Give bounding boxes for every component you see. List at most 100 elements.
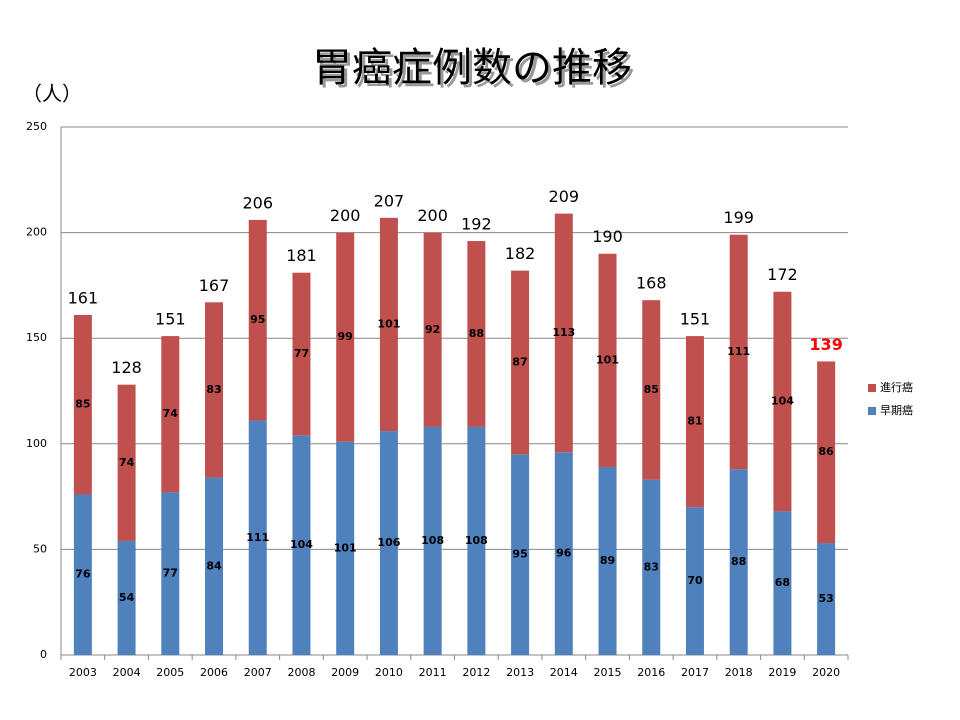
total-label: 161 [68, 288, 99, 307]
total-label: 128 [111, 358, 142, 377]
chart-title: 胃癌症例数の推移 [312, 45, 632, 91]
x-tick-label: 2018 [725, 666, 753, 679]
bar-segment [817, 361, 836, 544]
total-label: 200 [417, 206, 448, 225]
segment-label: 111 [246, 531, 269, 544]
total-label: 182 [505, 244, 536, 263]
segment-label: 101 [334, 541, 357, 554]
segment-label: 54 [119, 591, 135, 604]
segment-label: 108 [465, 534, 488, 547]
segment-label: 101 [377, 317, 400, 330]
bar-segment [554, 452, 573, 655]
x-tick-label: 2014 [550, 666, 578, 679]
segment-label: 86 [818, 445, 834, 458]
chart-title-shadow: 胃癌症例数の推移 [315, 48, 635, 94]
x-tick-label: 2010 [375, 666, 403, 679]
segment-label: 87 [512, 355, 527, 368]
bar-segment [773, 291, 792, 512]
bar-segment [336, 441, 355, 655]
bar-segment [598, 467, 617, 655]
segment-label: 88 [469, 327, 484, 340]
segment-label: 96 [556, 547, 572, 560]
segment-label: 88 [731, 555, 746, 568]
y-tick-label: 250 [26, 120, 47, 133]
segment-label: 85 [644, 383, 659, 396]
bar-segment [248, 420, 267, 655]
bar-segment [117, 384, 136, 541]
y-tick-label: 50 [33, 542, 47, 555]
bar-segment [205, 302, 224, 478]
bar-segment [379, 217, 398, 432]
bar-segment [292, 435, 311, 655]
x-tick-label: 2017 [681, 666, 709, 679]
bar-segment [336, 232, 355, 442]
total-label: 172 [767, 265, 798, 284]
bar-segment [685, 507, 704, 655]
legend-swatch [868, 384, 876, 392]
segment-label: 83 [206, 383, 221, 396]
segment-label: 95 [512, 548, 527, 561]
total-label: 206 [242, 193, 273, 212]
x-tick-label: 2011 [419, 666, 447, 679]
segment-label: 74 [119, 456, 135, 469]
bar-segment [511, 270, 530, 455]
bar-segment [685, 336, 704, 508]
segment-label: 95 [250, 313, 265, 326]
bar-segment [423, 232, 442, 427]
bar-segment [117, 540, 136, 655]
x-tick-label: 2012 [462, 666, 490, 679]
segment-label: 53 [818, 592, 833, 605]
segment-label: 104 [771, 395, 794, 408]
x-tick-label: 2006 [200, 666, 228, 679]
total-label: 200 [330, 206, 361, 225]
bar-segment [554, 213, 573, 453]
total-label: 192 [461, 215, 492, 234]
y-tick-label: 150 [26, 331, 47, 344]
legend-label: 進行癌 [880, 380, 913, 394]
bar-segment [73, 314, 92, 495]
total-label: 151 [680, 310, 711, 329]
total-label: 209 [549, 187, 580, 206]
bar-segment [817, 543, 836, 655]
segment-label: 74 [163, 407, 179, 420]
y-tick-label: 100 [26, 437, 47, 450]
segment-label: 68 [775, 576, 790, 589]
x-tick-label: 2009 [331, 666, 359, 679]
total-label: 199 [723, 208, 754, 227]
legend-label: 早期癌 [880, 403, 913, 417]
bar-segment [729, 469, 748, 655]
x-tick-label: 2020 [812, 666, 840, 679]
total-label: 139 [809, 335, 842, 354]
segment-label: 70 [687, 574, 703, 587]
bar-segment [379, 431, 398, 655]
total-label: 181 [286, 246, 317, 265]
segment-label: 89 [600, 554, 615, 567]
bar-segment [467, 241, 486, 427]
x-tick-label: 2007 [244, 666, 272, 679]
total-label: 167 [199, 276, 230, 295]
bar-segment [467, 426, 486, 655]
bar-segment [642, 300, 661, 480]
segment-label: 104 [290, 538, 313, 551]
bar-segment [598, 253, 617, 468]
segment-label: 113 [552, 326, 575, 339]
segment-label: 92 [425, 323, 440, 336]
x-tick-label: 2019 [768, 666, 796, 679]
bar-segment [161, 492, 180, 655]
segment-label: 111 [727, 345, 750, 358]
bar-segment [773, 511, 792, 655]
x-tick-label: 2015 [594, 666, 622, 679]
bar-segment [292, 272, 311, 436]
segment-label: 77 [294, 347, 309, 360]
segment-label: 108 [421, 534, 444, 547]
segment-label: 106 [377, 536, 400, 549]
bar-segment [423, 426, 442, 655]
bar-segment [248, 219, 267, 421]
y-unit-label: （人） [22, 82, 82, 106]
segment-label: 76 [75, 568, 91, 581]
y-tick-label: 200 [26, 226, 47, 239]
total-label: 168 [636, 274, 667, 293]
y-tick-label: 0 [40, 648, 47, 661]
x-tick-label: 2016 [637, 666, 665, 679]
